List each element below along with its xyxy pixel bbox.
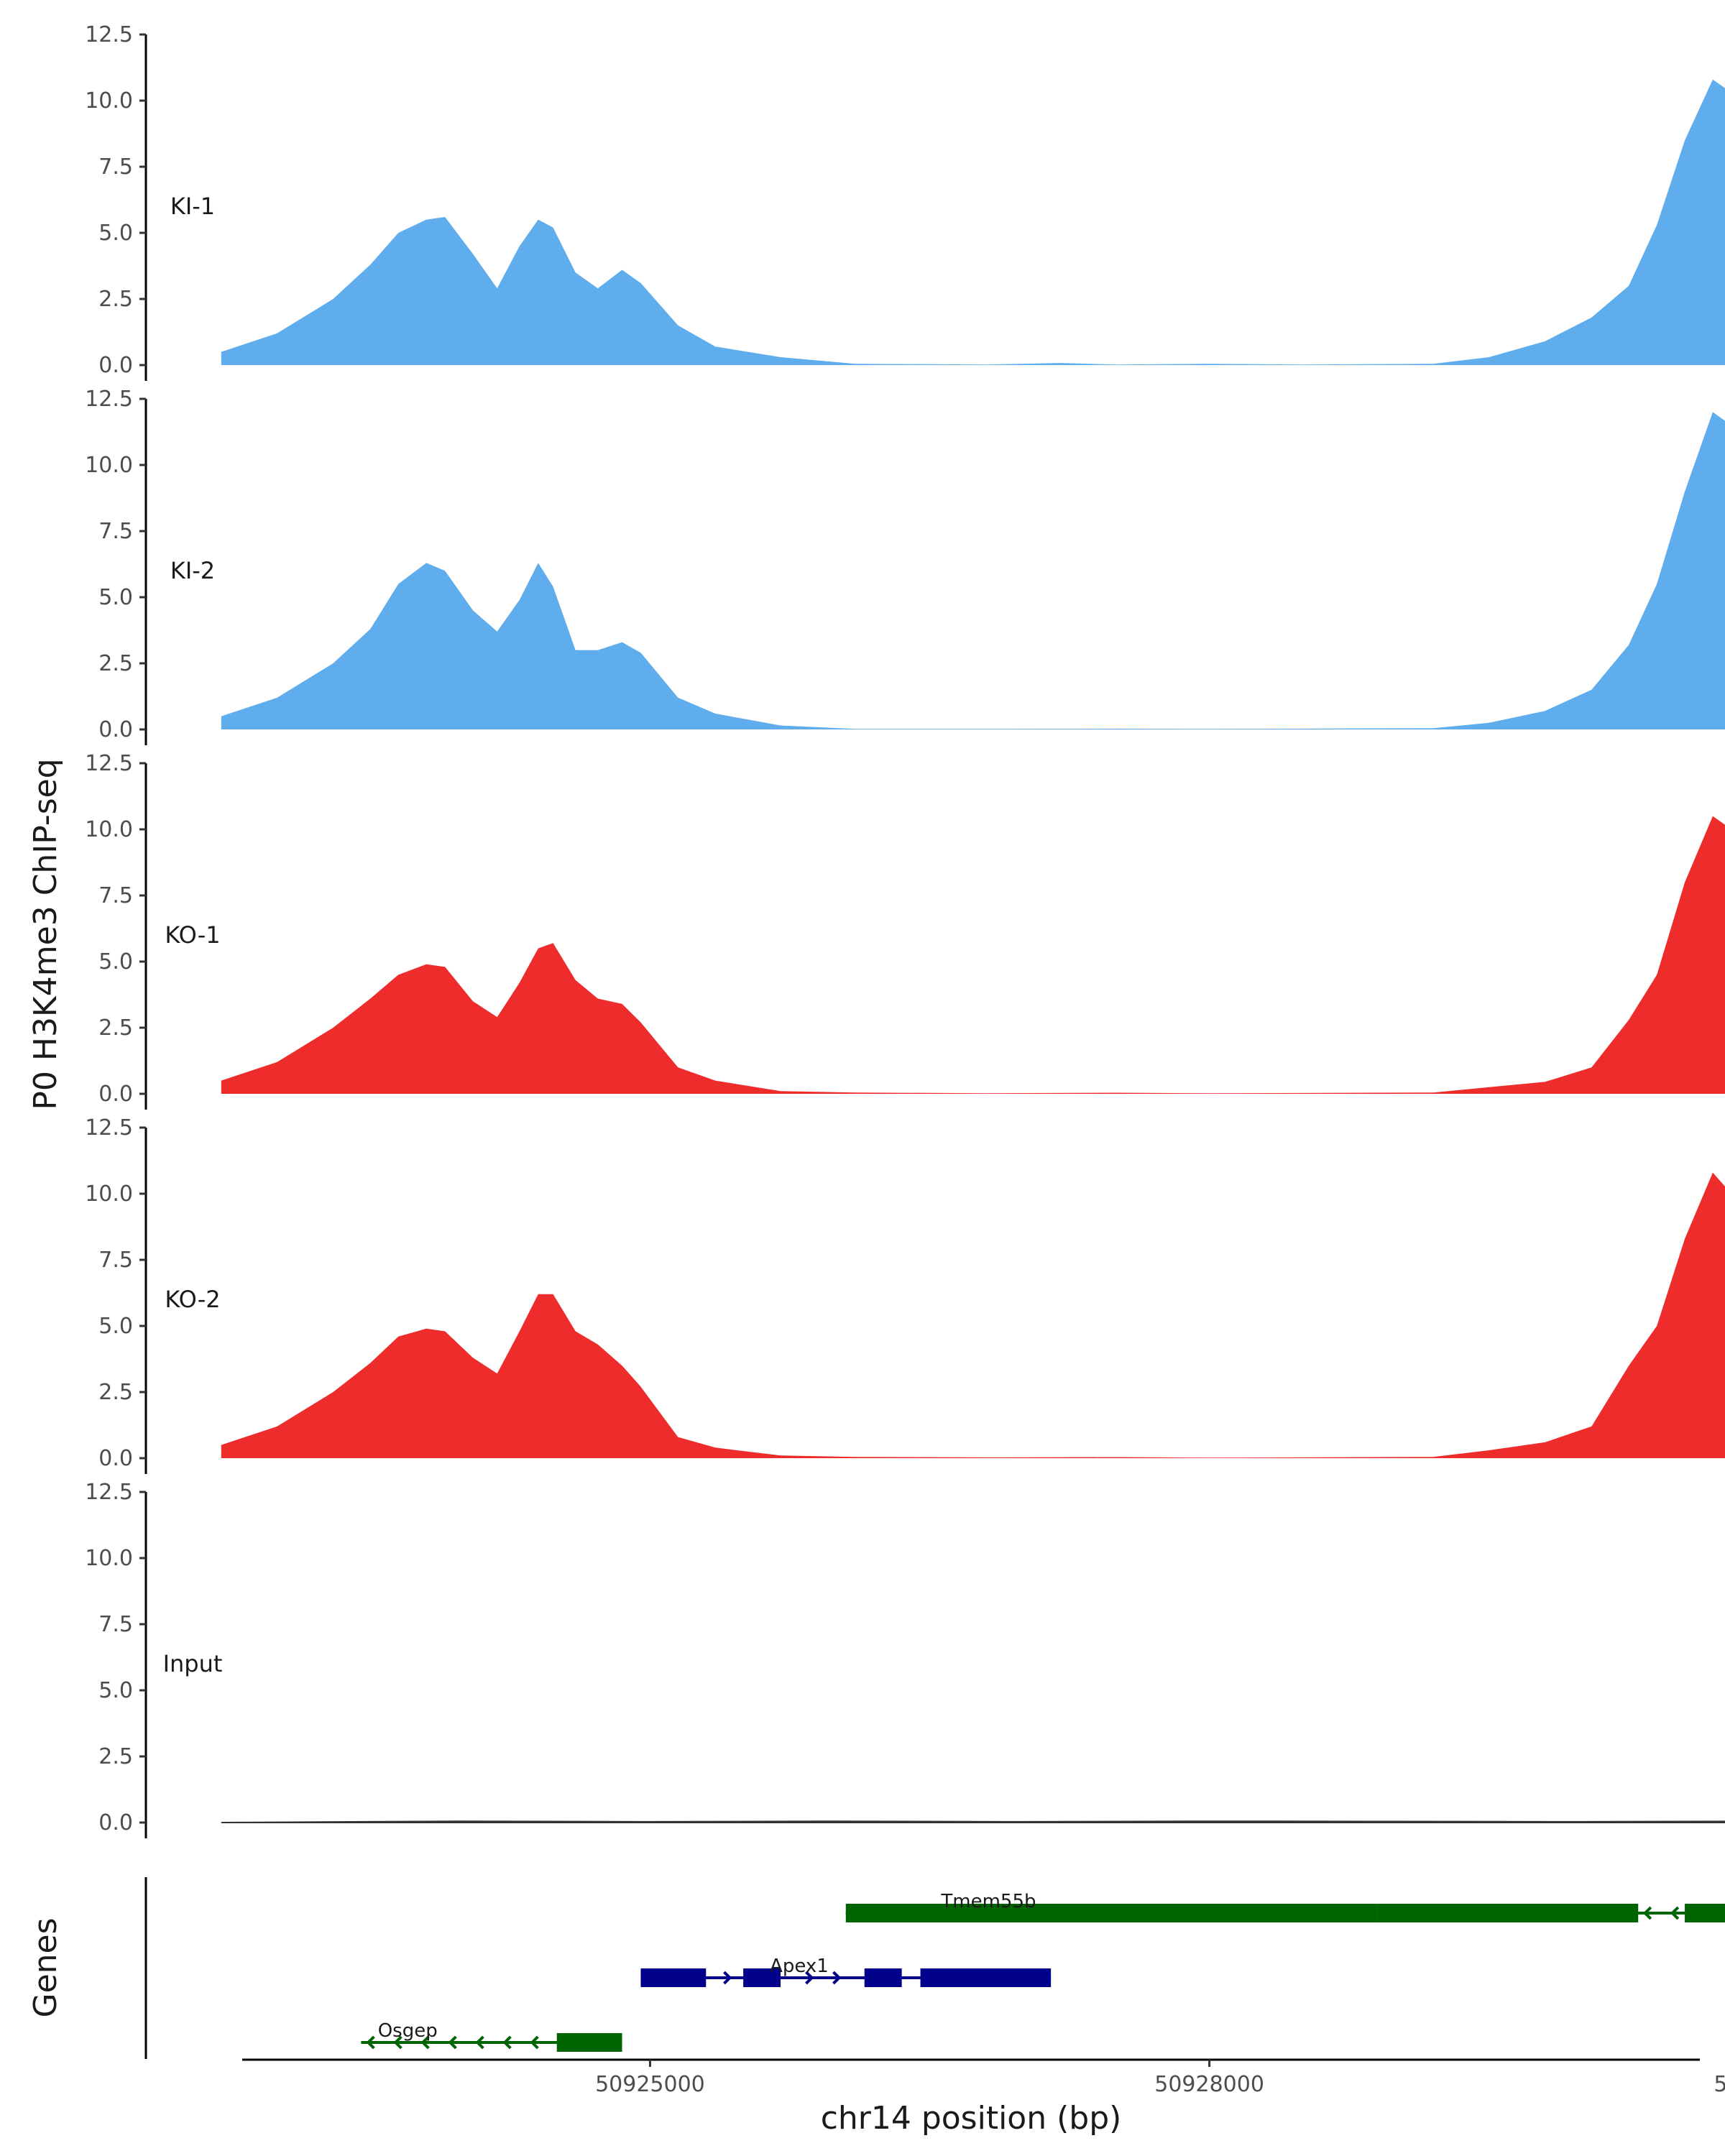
y-tick-label: 5.0 [98, 1678, 133, 1703]
coverage-area-ko-2 [221, 1172, 1725, 1458]
gene-exon [920, 1968, 1052, 1987]
strand-arrow [1670, 1906, 1680, 1920]
x-tick-label: 50928000 [1154, 2072, 1264, 2097]
y-tick-label: 0.0 [98, 353, 133, 378]
y-tick-label: 5.0 [98, 1314, 133, 1339]
y-tick-label: 10.0 [85, 453, 133, 478]
track-label: KO-1 [165, 921, 220, 949]
gene-exon [1377, 1904, 1639, 1922]
track-ki-1: 0.0 2.5 5.0 7.5 10.0 12.5 KI-1 [85, 22, 1725, 381]
y-tick-label: 5.0 [98, 585, 133, 610]
x-tick-label: 50925000 [595, 2072, 705, 2097]
strand-arrow [805, 1971, 814, 1985]
y-tick-label: 2.5 [98, 1380, 133, 1405]
strand-arrow [723, 1971, 732, 1985]
coverage-area-ki-1 [221, 79, 1725, 365]
strand-arrow [475, 2035, 484, 2050]
coverage-area-input [221, 1820, 1725, 1823]
track-label: KI-2 [170, 557, 215, 584]
strand-arrow [448, 2035, 457, 2050]
track-label: Input [163, 1650, 223, 1677]
y-tick-label: 10.0 [85, 817, 133, 842]
strand-arrow [366, 2035, 375, 2050]
strand-arrow [832, 1971, 842, 1985]
y-tick-label: 12.5 [85, 751, 133, 776]
strand-arrow [393, 2035, 402, 2050]
gene-exon [864, 1968, 902, 1987]
y-tick-label: 0.0 [98, 1446, 133, 1471]
gene-exon [556, 2033, 622, 2052]
gene-osgep: Osgep [361, 2020, 622, 2052]
y-tick-label: 10.0 [85, 1181, 133, 1207]
y-tick-label: 7.5 [98, 1248, 133, 1273]
y-axis-title: P0 H3K4me3 ChIP-seq [27, 758, 64, 1110]
gene-exon [640, 1968, 707, 1987]
strand-arrow [420, 2035, 430, 2050]
y-tick-label: 7.5 [98, 519, 133, 544]
y-tick-label: 0.0 [98, 1810, 133, 1835]
y-tick-label: 12.5 [85, 22, 133, 47]
gene-label: Tmem55b [940, 1891, 1036, 1912]
strand-arrow [502, 2035, 512, 2050]
y-tick-label: 0.0 [98, 1082, 133, 1107]
strand-arrow [1642, 1906, 1652, 1920]
x-tick-label: 50931000 [1714, 2072, 1725, 2097]
y-tick-label: 0.0 [98, 717, 133, 742]
y-tick-label: 12.5 [85, 387, 133, 412]
y-tick-label: 12.5 [85, 1115, 133, 1141]
gene-exon [845, 1904, 1378, 1922]
coverage-area-ki-2 [221, 412, 1725, 729]
y-tick-label: 5.0 [98, 949, 133, 975]
gene-apex1: Apex1 [640, 1955, 1052, 1987]
y-tick-label: 5.0 [98, 221, 133, 246]
y-tick-label: 7.5 [98, 883, 133, 908]
genes-axis-title: Genes [27, 1917, 64, 2017]
gene-label: Apex1 [770, 1955, 829, 1977]
track-ko-1: 0.0 2.5 5.0 7.5 10.0 12.5 KO-1 [85, 751, 1725, 1110]
gene-label: Osgep [378, 2020, 438, 2042]
track-label: KI-1 [170, 193, 215, 220]
y-tick-label: 2.5 [98, 651, 133, 676]
y-tick-label: 7.5 [98, 1612, 133, 1637]
x-axis: 50925000 50928000 50931000 [242, 2058, 1725, 2097]
gene-exon [743, 1968, 781, 1987]
gene-exon [1685, 1904, 1725, 1922]
y-tick-label: 10.0 [85, 1546, 133, 1571]
track-label: KO-2 [165, 1286, 220, 1313]
gene-tmem55b: Tmem55b [845, 1891, 1725, 1922]
strand-arrow [530, 2035, 539, 2050]
track-input: 0.0 2.5 5.0 7.5 10.0 12.5 Input [85, 1480, 1725, 1838]
track-ko-2: 0.0 2.5 5.0 7.5 10.0 12.5 KO-2 [85, 1115, 1725, 1474]
y-tick-label: 2.5 [98, 287, 133, 312]
y-tick-label: 7.5 [98, 155, 133, 180]
coverage-area-ko-1 [221, 816, 1725, 1094]
y-tick-label: 2.5 [98, 1744, 133, 1769]
x-axis-title: chr14 position (bp) [821, 2100, 1122, 2137]
y-tick-label: 2.5 [98, 1015, 133, 1041]
y-tick-label: 12.5 [85, 1480, 133, 1505]
y-tick-label: 10.0 [85, 88, 133, 114]
coverage-tracks: 0.0 2.5 5.0 7.5 10.0 12.5 KI-1 0.0 2.5 5.0 7.5 10.0… [85, 22, 1725, 1838]
gene-track: Tmem55b Apex1 Osgep 50925000 50928000 5093100… [144, 1877, 1725, 2097]
track-ki-2: 0.0 2.5 5.0 7.5 10.0 12.5 KI-2 [85, 387, 1725, 745]
